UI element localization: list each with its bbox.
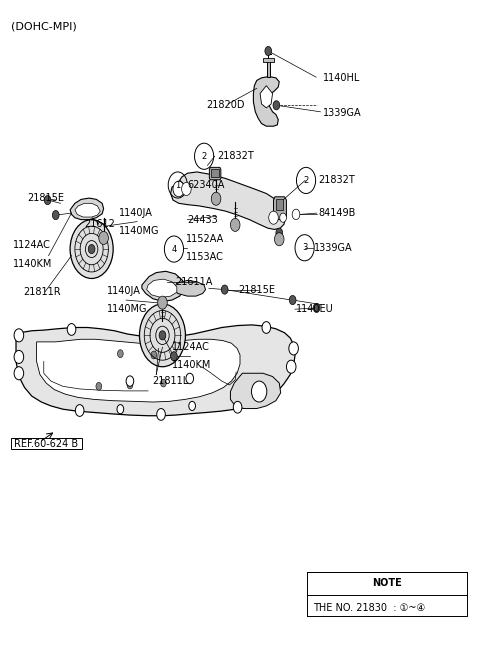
Polygon shape [253,77,279,126]
Text: 1140MG: 1140MG [119,225,159,236]
Circle shape [99,231,108,244]
Text: 1140JA: 1140JA [107,286,141,296]
Text: 21832T: 21832T [217,151,254,161]
Polygon shape [174,280,205,296]
Circle shape [289,342,299,355]
Circle shape [157,409,165,421]
Text: THE NO. 21830  : ①~④: THE NO. 21830 : ①~④ [313,603,425,612]
Circle shape [96,383,102,390]
Text: 4: 4 [171,244,177,253]
Polygon shape [276,199,283,210]
Circle shape [287,360,296,373]
Polygon shape [75,203,100,217]
Text: 1152AA: 1152AA [186,234,225,244]
Circle shape [292,209,300,219]
Circle shape [52,210,59,219]
Circle shape [44,195,51,204]
Circle shape [189,402,195,411]
Text: 21811R: 21811R [24,286,61,297]
Text: 62340A: 62340A [187,180,225,190]
Polygon shape [70,198,104,219]
Text: 1140KM: 1140KM [12,259,52,269]
Polygon shape [260,86,273,108]
Text: 1140JA: 1140JA [119,208,153,217]
Polygon shape [170,172,286,229]
Text: (DOHC-MPI): (DOHC-MPI) [11,22,77,31]
Circle shape [67,324,76,335]
Circle shape [126,376,134,386]
Polygon shape [36,339,240,402]
Text: 3: 3 [302,243,307,252]
Circle shape [159,331,166,340]
Circle shape [70,219,113,278]
Text: 1153AC: 1153AC [186,252,224,262]
Circle shape [181,182,191,195]
Text: 21612: 21612 [84,219,115,229]
Text: 1140EU: 1140EU [296,304,334,314]
Text: 1140MG: 1140MG [107,304,147,314]
Circle shape [313,303,320,312]
Text: REF.60-624 B: REF.60-624 B [14,439,78,449]
Circle shape [14,367,24,380]
Polygon shape [230,373,281,409]
Circle shape [173,181,184,196]
Text: 21611A: 21611A [175,277,213,287]
Circle shape [273,101,280,110]
Circle shape [221,285,228,294]
Text: 1: 1 [175,181,180,189]
Circle shape [14,350,24,364]
Text: 1140KM: 1140KM [172,360,211,370]
Polygon shape [267,61,270,77]
Circle shape [170,352,177,361]
Text: 21815E: 21815E [27,193,64,203]
Polygon shape [142,271,183,301]
Polygon shape [211,170,219,177]
Circle shape [88,244,95,253]
Text: 1124AC: 1124AC [12,240,50,250]
Circle shape [276,228,283,237]
Polygon shape [147,279,177,297]
Circle shape [127,381,133,389]
Circle shape [230,218,240,231]
Circle shape [186,373,193,384]
Text: 1140HL: 1140HL [323,73,360,83]
Polygon shape [209,168,221,179]
Circle shape [140,304,185,367]
Text: 21832T: 21832T [318,176,355,185]
Polygon shape [16,325,295,416]
Circle shape [269,211,278,224]
Circle shape [265,47,272,56]
Text: 1339GA: 1339GA [323,108,361,118]
Text: 24433: 24433 [187,215,218,225]
Circle shape [280,213,287,222]
Circle shape [275,233,284,246]
Text: 2: 2 [303,176,309,185]
Circle shape [75,405,84,417]
Circle shape [151,351,157,359]
Circle shape [262,322,271,333]
Circle shape [252,381,267,402]
Circle shape [14,329,24,342]
Text: 21811L: 21811L [152,376,188,386]
Circle shape [211,192,221,205]
Text: 84149B: 84149B [318,208,355,218]
Circle shape [160,379,166,387]
Text: 21815E: 21815E [239,284,276,295]
Circle shape [157,296,167,309]
Polygon shape [263,58,274,62]
Text: 2: 2 [202,152,207,160]
Text: NOTE: NOTE [372,578,402,588]
Text: 21820D: 21820D [206,100,245,110]
Circle shape [118,350,123,358]
Polygon shape [274,196,287,219]
Circle shape [289,295,296,305]
Text: 1339GA: 1339GA [314,243,353,253]
Circle shape [117,405,124,414]
Text: 1124AC: 1124AC [172,343,210,352]
Circle shape [233,402,242,413]
